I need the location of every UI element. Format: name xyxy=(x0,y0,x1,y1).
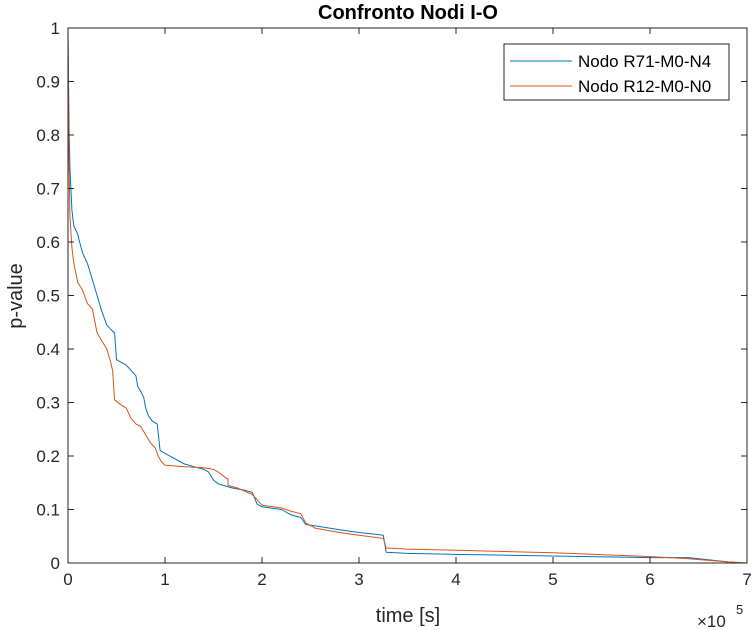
legend: Nodo R71-M0-N4 Nodo R12-M0-N0 xyxy=(503,43,730,101)
legend-label-series-1: Nodo R71-M0-N4 xyxy=(578,52,711,71)
y-axis-ticks: 0 0.1 0.2 0.3 0.4 0.5 0.6 0.7 0.8 0.9 1 xyxy=(36,19,747,573)
x-tick-label: 7 xyxy=(742,570,751,589)
y-tick-label: 0.2 xyxy=(36,447,60,466)
y-tick-label: 0.8 xyxy=(36,126,60,145)
y-tick-label: 0.6 xyxy=(36,233,60,252)
x-tick-label: 0 xyxy=(63,570,72,589)
x-tick-label: 5 xyxy=(548,570,557,589)
y-tick-label: 0.5 xyxy=(36,287,60,306)
x-tick-label: 3 xyxy=(354,570,363,589)
y-tick-label: 0.1 xyxy=(36,501,60,520)
legend-label-series-2: Nodo R12-M0-N0 xyxy=(578,77,711,96)
plot-lines xyxy=(67,27,748,564)
x-tick-label: 6 xyxy=(645,570,654,589)
y-tick-label: 0.7 xyxy=(36,180,60,199)
y-tick-label: 0.4 xyxy=(36,340,60,359)
chart-title: Confronto Nodi I-O xyxy=(318,2,498,24)
y-tick-label: 0.3 xyxy=(36,394,60,413)
y-tick-label: 0.9 xyxy=(36,73,60,92)
x-exponent-power: 5 xyxy=(736,602,743,617)
x-tick-label: 2 xyxy=(257,570,266,589)
series-line-1 xyxy=(67,27,743,564)
x-axis-exponent: ×10 5 xyxy=(697,602,743,630)
y-tick-label: 0 xyxy=(51,554,60,573)
x-axis-label: time [s] xyxy=(376,605,440,627)
y-axis-label: p-value xyxy=(5,263,27,329)
legend-box xyxy=(503,43,730,101)
x-tick-label: 4 xyxy=(451,570,460,589)
x-tick-label: 1 xyxy=(160,570,169,589)
x-axis-ticks: 0 1 2 3 4 5 6 7 xyxy=(63,28,752,589)
series-line-2 xyxy=(67,38,748,564)
y-tick-label: 1 xyxy=(51,19,60,38)
x-exponent-base: ×10 xyxy=(697,612,726,630)
